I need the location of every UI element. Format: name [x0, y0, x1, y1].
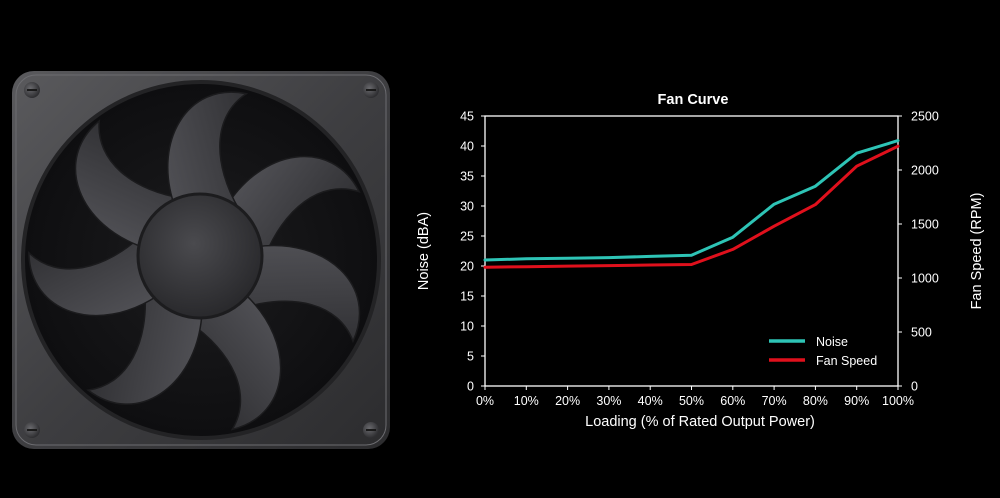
y2-axis-title: Fan Speed (RPM) — [969, 193, 985, 310]
fan-icon — [12, 71, 390, 449]
x-tick-label: 0% — [476, 394, 494, 408]
screw-icon — [24, 422, 40, 438]
legend: Noise Fan Speed — [769, 335, 877, 368]
x-tick-label: 40% — [638, 394, 663, 408]
y-tick-label: 30 — [460, 200, 474, 214]
x-axis: 0% 10% 20% 30% 40% 50% 60% 70% 80% 90% 100% — [476, 386, 914, 408]
x-tick-label: 70% — [762, 394, 787, 408]
y-tick-label: 15 — [460, 290, 474, 304]
chart-title: Fan Curve — [658, 92, 729, 108]
legend-label-fan-speed: Fan Speed — [816, 354, 877, 368]
screw-icon — [24, 82, 40, 98]
y-axis-left: 0 5 10 15 20 25 30 35 40 45 — [460, 110, 485, 394]
y-tick-label: 5 — [467, 350, 474, 364]
y-tick-label: 20 — [460, 260, 474, 274]
fan-hub — [138, 194, 262, 318]
y-tick-label: 35 — [460, 170, 474, 184]
legend-label-noise: Noise — [816, 335, 848, 349]
x-tick-label: 50% — [679, 394, 704, 408]
y-tick-label: 40 — [460, 140, 474, 154]
y-axis-right: 0 500 1000 1500 2000 2500 — [898, 110, 939, 394]
y-tick-label: 0 — [467, 380, 474, 394]
y2-tick-label: 2500 — [911, 110, 939, 124]
series-line-fan-speed — [483, 144, 900, 269]
screw-icon — [363, 82, 379, 98]
y2-tick-label: 1000 — [911, 272, 939, 286]
y2-tick-label: 2000 — [911, 164, 939, 178]
x-tick-label: 90% — [844, 394, 869, 408]
x-tick-label: 30% — [596, 394, 621, 408]
x-tick-label: 60% — [720, 394, 745, 408]
x-tick-label: 80% — [803, 394, 828, 408]
y-axis-title: Noise (dBA) — [416, 212, 432, 290]
y2-tick-label: 500 — [911, 326, 932, 340]
y-tick-label: 45 — [460, 110, 474, 124]
y-tick-label: 25 — [460, 230, 474, 244]
y2-tick-label: 1500 — [911, 218, 939, 232]
y2-tick-label: 0 — [911, 380, 918, 394]
x-tick-label: 10% — [514, 394, 539, 408]
screw-icon — [363, 422, 379, 438]
x-axis-title: Loading (% of Rated Output Power) — [585, 414, 815, 430]
x-tick-label: 20% — [555, 394, 580, 408]
x-tick-label: 100% — [882, 394, 914, 408]
series-line-noise — [483, 139, 900, 262]
y-tick-label: 10 — [460, 320, 474, 334]
series-lines — [483, 139, 900, 269]
